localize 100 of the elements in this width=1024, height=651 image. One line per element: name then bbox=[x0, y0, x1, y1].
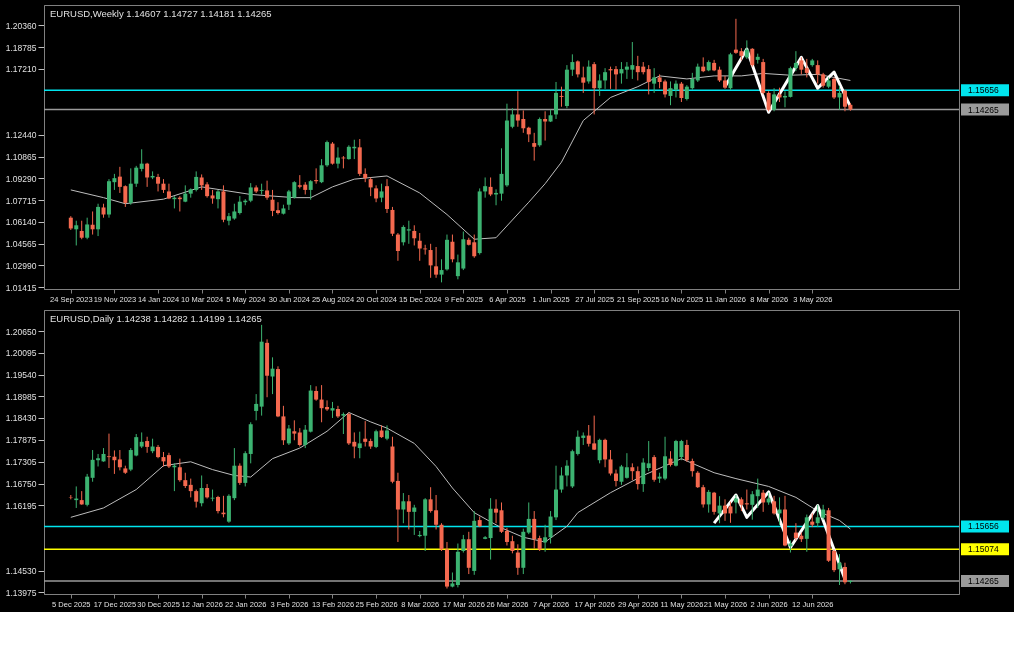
candlestick bbox=[139, 148, 144, 172]
candlestick bbox=[248, 182, 253, 203]
candlestick bbox=[395, 232, 400, 262]
candlestick bbox=[330, 141, 335, 166]
y-tick-label: 1.13975 bbox=[5, 587, 37, 598]
y-tick-label: 1.16195 bbox=[5, 500, 37, 511]
chart-title: EURUSD,Weekly 1.14607 1.14727 1.14181 1.14265 bbox=[50, 8, 272, 19]
candlestick bbox=[679, 81, 684, 103]
candlestick bbox=[581, 66, 586, 94]
candlestick bbox=[286, 424, 291, 446]
y-tick-label: 1.18430 bbox=[5, 413, 37, 424]
candlestick bbox=[515, 543, 520, 576]
candlestick bbox=[570, 53, 575, 77]
ref-line-label: 1.14265 bbox=[968, 104, 999, 115]
ref-line-label: 1.15074 bbox=[968, 544, 999, 555]
candlestick bbox=[652, 454, 657, 483]
candlestick bbox=[281, 405, 286, 446]
candlestick bbox=[439, 258, 444, 283]
candlestick bbox=[428, 243, 433, 279]
candlestick bbox=[603, 438, 608, 468]
candlestick bbox=[554, 81, 559, 120]
candlestick bbox=[532, 132, 537, 162]
candlestick bbox=[297, 427, 302, 448]
candlestick bbox=[597, 73, 602, 97]
candlestick bbox=[603, 67, 608, 90]
candlestick bbox=[450, 234, 455, 263]
candlestick bbox=[646, 64, 651, 95]
candlestick bbox=[128, 167, 133, 206]
candlestick bbox=[368, 176, 373, 197]
candlestick bbox=[761, 489, 766, 513]
candlestick bbox=[842, 562, 847, 585]
candlestick bbox=[341, 411, 346, 435]
candlestick bbox=[804, 58, 809, 78]
candlestick bbox=[608, 449, 613, 476]
candlestick bbox=[265, 180, 270, 201]
candlestick bbox=[673, 79, 678, 98]
candlestick bbox=[412, 224, 417, 246]
candlestick bbox=[406, 494, 411, 530]
line-series bbox=[70, 411, 851, 543]
y-tick-label: 1.18785 bbox=[5, 42, 37, 53]
candlestick bbox=[379, 183, 384, 203]
y-tick-label: 1.04565 bbox=[5, 239, 37, 250]
candlestick bbox=[292, 419, 297, 441]
candlestick bbox=[117, 449, 122, 471]
candlestick bbox=[488, 176, 493, 197]
candlestick bbox=[532, 510, 537, 550]
candlestick bbox=[619, 464, 624, 486]
candlestick bbox=[543, 524, 548, 553]
candlestick bbox=[216, 189, 221, 209]
y-tick-label: 1.18985 bbox=[5, 391, 37, 402]
candlestick bbox=[417, 232, 422, 262]
candlestick bbox=[744, 39, 749, 60]
candlestick bbox=[357, 431, 362, 459]
y-tick-label: 1.17305 bbox=[5, 457, 37, 468]
candlestick bbox=[646, 440, 651, 472]
ref-line-label: 1.15656 bbox=[968, 521, 999, 532]
candlestick bbox=[401, 224, 406, 246]
candlestick bbox=[750, 490, 755, 521]
candlestick bbox=[832, 76, 837, 100]
candlestick bbox=[750, 47, 755, 68]
candlestick bbox=[793, 50, 798, 72]
candlestick bbox=[156, 173, 161, 192]
candlestick bbox=[624, 452, 629, 480]
candlestick bbox=[701, 484, 706, 509]
candlestick bbox=[526, 501, 531, 535]
candlestick bbox=[134, 165, 139, 188]
candlestick bbox=[406, 220, 411, 245]
candlestick bbox=[374, 429, 379, 449]
y-tick-label: 1.02990 bbox=[5, 260, 37, 271]
candlestick bbox=[401, 492, 406, 524]
y-tick-label: 1.07715 bbox=[5, 195, 37, 206]
candlestick bbox=[237, 195, 242, 216]
candlestick bbox=[145, 436, 150, 454]
candlestick bbox=[712, 491, 717, 516]
candlestick bbox=[106, 433, 111, 469]
candlestick bbox=[494, 498, 499, 524]
candlestick bbox=[199, 474, 204, 507]
candlestick bbox=[237, 462, 242, 486]
candlestick bbox=[695, 63, 700, 83]
candlestick bbox=[804, 514, 809, 553]
candlestick bbox=[815, 59, 820, 85]
y-tick-label: 1.10865 bbox=[5, 152, 37, 163]
candlestick bbox=[335, 146, 340, 169]
candlestick bbox=[706, 489, 711, 514]
candlestick bbox=[275, 201, 280, 216]
y-tick-label: 1.16750 bbox=[5, 479, 37, 490]
candlestick bbox=[717, 495, 722, 524]
candlestick bbox=[177, 458, 182, 483]
candlestick bbox=[314, 167, 319, 185]
candlestick bbox=[90, 449, 95, 483]
candlestick bbox=[303, 424, 308, 449]
candlestick bbox=[319, 158, 324, 184]
candlestick bbox=[390, 206, 395, 237]
y-tick-label: 1.17875 bbox=[5, 435, 37, 446]
candlestick bbox=[684, 439, 689, 463]
candlestick bbox=[559, 86, 564, 108]
candlestick bbox=[96, 453, 101, 467]
candlestick bbox=[543, 110, 548, 142]
chart-title: EURUSD,Daily 1.14238 1.14282 1.14199 1.14265 bbox=[50, 313, 262, 324]
y-tick-label: 1.01415 bbox=[5, 282, 37, 293]
